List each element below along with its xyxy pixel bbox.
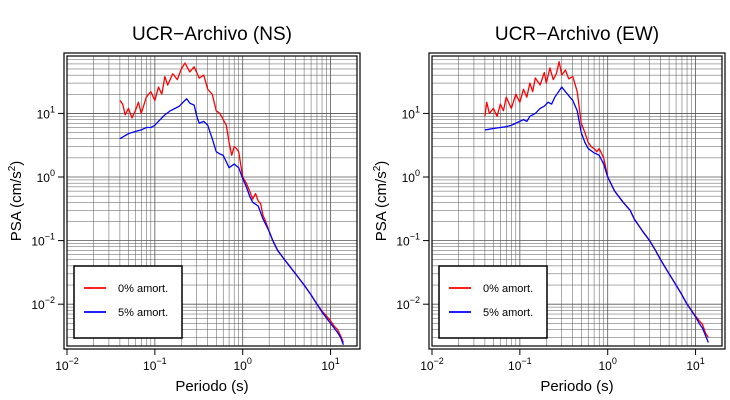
legend-box (438, 265, 548, 339)
legend-label: 5% amort. (118, 307, 168, 319)
tick-base: 10 (321, 359, 335, 373)
chart-title: UCR−Archivo (EW) (495, 24, 659, 45)
series-line-amort-5 (119, 98, 344, 346)
tick-exponent: −2 (45, 295, 55, 305)
y-tick-label: 100 (37, 168, 55, 185)
axes-frame (431, 55, 723, 347)
x-tick-label: 101 (321, 356, 339, 373)
series-group (484, 61, 709, 343)
tick-exponent: 0 (247, 356, 252, 366)
y-axis-label: PSA (cm/s2) (7, 161, 25, 242)
x-tick-label: 10−1 (508, 356, 532, 373)
legend-label: 0% amort. (483, 283, 533, 295)
tick-exponent: 1 (415, 104, 420, 114)
tick-base: 10 (31, 235, 45, 249)
tick-exponent: −1 (521, 356, 531, 366)
axes-frame-outer (63, 52, 361, 350)
tick-exponent: −2 (69, 356, 79, 366)
tick-base: 10 (31, 298, 45, 312)
y-tick-label: 101 (37, 104, 55, 121)
tick-base: 10 (396, 298, 410, 312)
tick-exponent: 1 (335, 356, 340, 366)
x-tick-label: 100 (234, 356, 252, 373)
tick-base: 10 (599, 359, 613, 373)
axes-frame-outer (428, 52, 726, 350)
x-tick-label: 10−1 (143, 356, 167, 373)
tick-exponent: −2 (410, 295, 420, 305)
tick-exponent: −1 (410, 232, 420, 242)
y-axis-label-main: PSA (cm/s (373, 171, 390, 241)
y-axis-label-exp: 2 (7, 165, 18, 171)
tick-exponent: 1 (700, 356, 705, 366)
y-tick-label: 10−1 (31, 232, 55, 249)
y-tick-label: 100 (402, 168, 420, 185)
axes-frame (66, 55, 358, 347)
series-group (119, 62, 344, 346)
tick-exponent: 1 (50, 104, 55, 114)
tick-base: 10 (55, 359, 69, 373)
tick-base: 10 (420, 359, 434, 373)
y-axis-label: PSA (cm/s2) (372, 161, 390, 242)
x-axis-label: Periodo (s) (175, 378, 248, 395)
tick-exponent: −2 (434, 356, 444, 366)
chart-panel-ns: 10−2 10−1 100 10110−210−1100101UCR−Archivo … (7, 24, 361, 395)
x-tick-label: 100 (599, 356, 617, 373)
tick-base: 10 (396, 235, 410, 249)
chart-title: UCR−Archivo (NS) (132, 24, 292, 45)
tick-marks (423, 112, 697, 355)
x-axis-label: Periodo (s) (540, 378, 613, 395)
tick-base: 10 (686, 359, 700, 373)
tick-exponent: −1 (45, 232, 55, 242)
series-line-amort-5 (484, 86, 709, 343)
tick-exponent: 0 (612, 356, 617, 366)
y-tick-label: 101 (402, 104, 420, 121)
tick-exponent: 0 (50, 168, 55, 178)
legend-label: 0% amort. (118, 283, 168, 295)
tick-base: 10 (234, 359, 248, 373)
tick-base: 10 (508, 359, 522, 373)
legend-label: 5% amort. (483, 307, 533, 319)
tick-marks (58, 112, 332, 355)
legend-box (73, 265, 183, 339)
y-tick-label: 10−1 (396, 232, 420, 249)
legend: 0% amort. 5% amort. (438, 265, 548, 339)
y-axis-label-exp: 2 (372, 165, 383, 171)
chart-panel-ew: 10−2 10−1 100 10110−210−1100101UCR−Archivo … (372, 24, 726, 395)
y-axis-label-main: PSA (cm/s (8, 171, 25, 241)
y-axis-label-tail: ) (373, 161, 390, 166)
x-tick-label: 10−2 (55, 356, 79, 373)
legend: 0% amort. 5% amort. (73, 265, 183, 339)
x-tick-label: 101 (686, 356, 704, 373)
tick-base: 10 (143, 359, 157, 373)
y-axis-label-tail: ) (8, 161, 25, 166)
tick-base: 10 (37, 107, 51, 121)
tick-base: 10 (37, 171, 51, 185)
y-tick-label: 10−2 (396, 295, 420, 312)
x-tick-label: 10−2 (420, 356, 444, 373)
tick-base: 10 (402, 171, 416, 185)
tick-base: 10 (402, 107, 416, 121)
tick-exponent: −1 (156, 356, 166, 366)
tick-exponent: 0 (415, 168, 420, 178)
y-tick-label: 10−2 (31, 295, 55, 312)
